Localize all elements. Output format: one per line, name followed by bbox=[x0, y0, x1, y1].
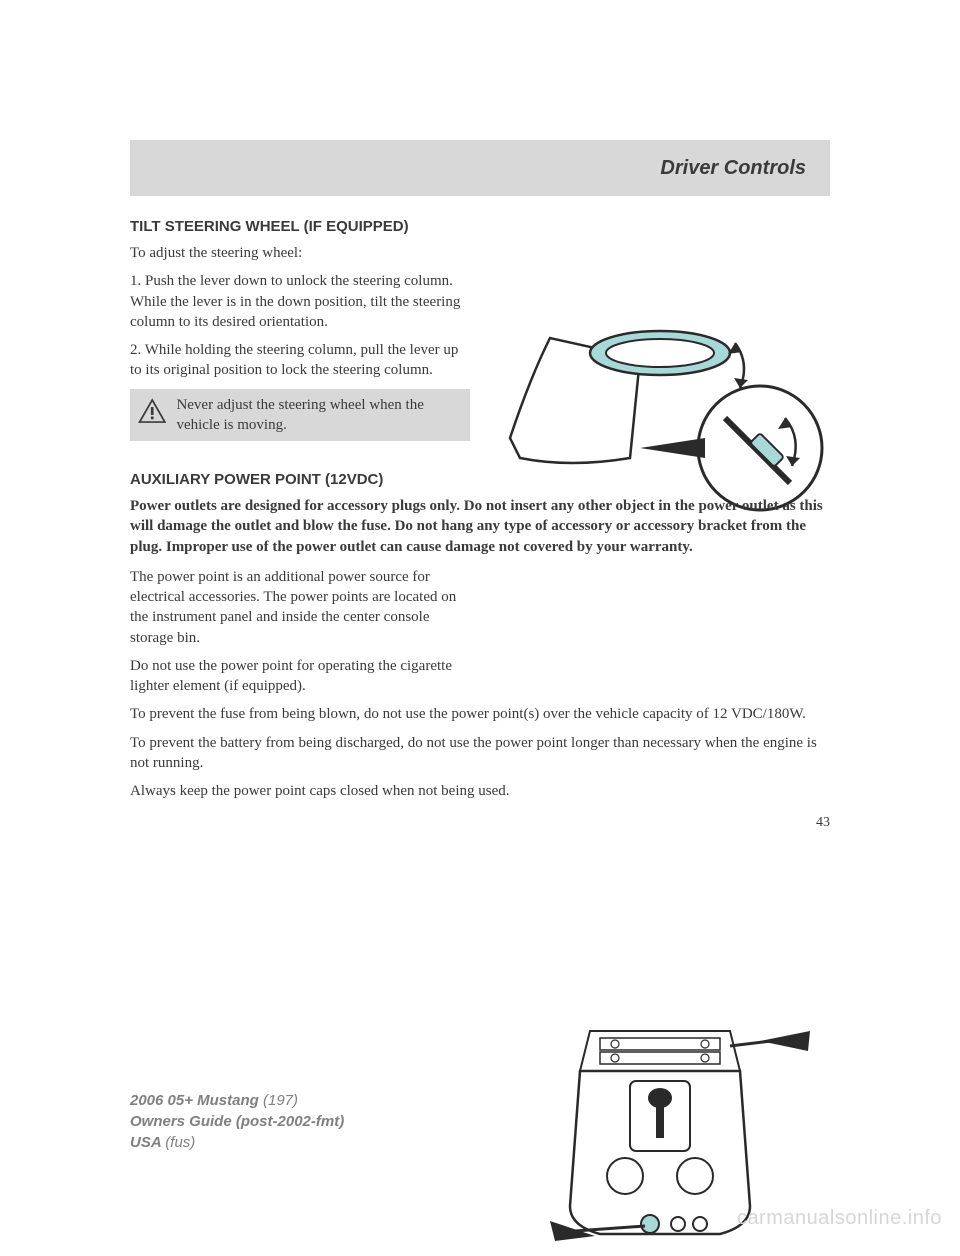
footer-line-3: USA (fus) bbox=[130, 1132, 344, 1153]
footer-line-2: Owners Guide (post-2002-fmt) bbox=[130, 1111, 344, 1132]
watermark-text: carmanualsonline.info bbox=[737, 1207, 942, 1230]
tilt-section: TILT STEERING WHEEL (IF EQUIPPED) To adj… bbox=[130, 218, 830, 441]
footer-line-1: 2006 05+ Mustang (197) bbox=[130, 1090, 344, 1111]
tilt-step-2: 2. While holding the steering column, pu… bbox=[130, 340, 470, 381]
aux-bold-warning: Power outlets are designed for accessory… bbox=[130, 496, 830, 557]
tilt-heading: TILT STEERING WHEEL (IF EQUIPPED) bbox=[130, 218, 830, 235]
footer-region: USA bbox=[130, 1134, 165, 1151]
tilt-intro: To adjust the steering wheel: bbox=[130, 243, 470, 263]
section-header-bar: Driver Controls bbox=[130, 140, 830, 196]
warning-callout: Never adjust the steering wheel when the… bbox=[130, 389, 470, 442]
aux-p1: The power point is an additional power s… bbox=[130, 567, 470, 648]
warning-icon bbox=[138, 395, 166, 427]
aux-p2: Do not use the power point for operating… bbox=[130, 656, 470, 697]
aux-p3: To prevent the fuse from being blown, do… bbox=[130, 704, 830, 724]
warning-text: Never adjust the steering wheel when the… bbox=[176, 395, 462, 436]
aux-p4: To prevent the battery from being discha… bbox=[130, 733, 830, 774]
footer-model: 2006 05+ Mustang bbox=[130, 1092, 263, 1109]
footer-region-code: (fus) bbox=[165, 1134, 195, 1151]
page-content: Driver Controls TILT STEERING WHEEL (IF … bbox=[130, 140, 830, 831]
aux-p5: Always keep the power point caps closed … bbox=[130, 781, 830, 801]
tilt-step-1: 1. Push the lever down to unlock the ste… bbox=[130, 271, 470, 332]
page-number: 43 bbox=[130, 815, 830, 831]
aux-heading: AUXILIARY POWER POINT (12VDC) bbox=[130, 471, 830, 488]
aux-power-section: AUXILIARY POWER POINT (12VDC) Power outl… bbox=[130, 471, 830, 801]
section-header-title: Driver Controls bbox=[660, 157, 806, 180]
footer-block: 2006 05+ Mustang (197) Owners Guide (pos… bbox=[130, 1090, 344, 1153]
footer-code: (197) bbox=[263, 1092, 298, 1109]
